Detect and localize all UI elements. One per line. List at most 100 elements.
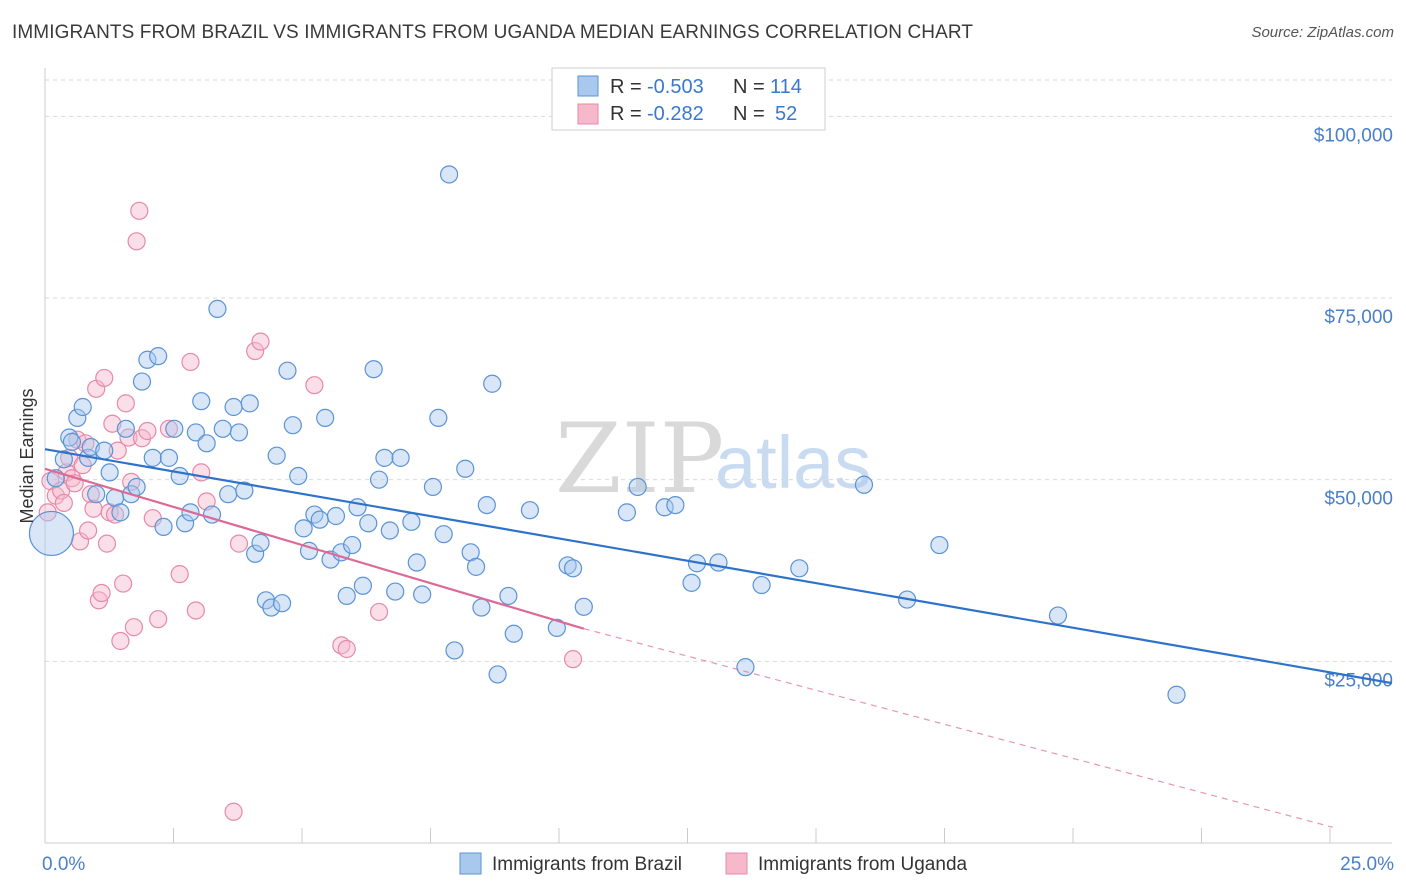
uganda-point <box>246 341 265 361</box>
uganda-trend-extension <box>583 628 1333 828</box>
correlation-legend: R = -0.503 N = 114 R = -0.282 N = 52 <box>551 67 826 131</box>
brazil-point <box>429 408 448 427</box>
brazil-point <box>380 521 399 540</box>
legend-r-label-brazil: R = <box>610 76 642 98</box>
brazil-trend-line <box>44 448 1393 685</box>
brazil-point <box>353 576 372 595</box>
brazil-point <box>413 585 432 604</box>
legend-n-label-brazil: N = <box>733 76 765 98</box>
uganda-point <box>111 631 130 651</box>
uganda-point <box>54 493 73 513</box>
source-label: Source: ZipAtlas.com <box>1251 24 1394 41</box>
uganda-point <box>108 441 127 460</box>
brazil-point <box>28 510 75 557</box>
brazil-point <box>111 503 130 522</box>
brazil-point <box>310 510 329 529</box>
brazil-point <box>73 397 92 417</box>
uganda-point <box>130 201 149 220</box>
brazil-point <box>127 477 146 497</box>
brazil-point <box>682 573 701 592</box>
brazil-point <box>472 598 491 617</box>
brazil-point <box>386 582 405 601</box>
brazil-point <box>240 394 259 413</box>
brazil-point <box>95 441 114 460</box>
brazil-point <box>213 419 232 438</box>
watermark-zip: ZIP <box>555 403 724 515</box>
series-legend: Immigrants from Brazil Immigrants from U… <box>459 852 968 875</box>
y-axis-label: Median Earnings <box>17 388 37 523</box>
brazil-point <box>369 470 389 489</box>
brazil-point <box>159 448 179 467</box>
brazil-point <box>289 466 308 486</box>
brazil-point <box>62 432 82 451</box>
y-tick-label: $50,000 <box>1324 489 1393 510</box>
brazil-point <box>440 165 459 184</box>
brazil-point <box>364 360 383 379</box>
legend-n-value-uganda: 52 <box>775 103 797 125</box>
brazil-point <box>402 512 421 531</box>
brazil-point <box>407 553 426 572</box>
brazil-point <box>316 408 335 427</box>
brazil-point <box>326 506 346 526</box>
brazil-point <box>359 514 378 533</box>
brazil-point <box>154 517 173 537</box>
bottom-legend-swatch-uganda <box>725 852 748 875</box>
brazil-point <box>283 416 302 435</box>
legend-n-label-uganda: N = <box>733 103 765 125</box>
brazil-point <box>930 535 949 555</box>
bottom-legend-uganda: Immigrants from Uganda <box>758 854 968 875</box>
brazil-point <box>1167 685 1186 704</box>
uganda-point <box>97 534 117 553</box>
brazil-point <box>466 557 486 576</box>
uganda-point <box>114 574 133 593</box>
uganda-point <box>369 602 389 622</box>
uganda-point <box>224 802 243 821</box>
brazil-point <box>499 586 518 606</box>
brazil-point <box>192 392 211 411</box>
brazil-point <box>854 475 874 494</box>
brazil-point <box>224 397 243 417</box>
brazil-point <box>736 658 755 677</box>
brazil-point <box>186 423 205 442</box>
y-tick-label: $25,000 <box>1324 670 1393 691</box>
legend-swatch-uganda <box>577 103 599 125</box>
brazil-point <box>477 496 496 515</box>
uganda-point <box>563 650 583 669</box>
uganda-point <box>337 639 356 659</box>
uganda-point <box>149 610 168 629</box>
brazil-point <box>563 559 583 578</box>
brazil-point <box>149 347 168 366</box>
chart-title: IMMIGRANTS FROM BRAZIL VS IMMIGRANTS FRO… <box>12 22 974 43</box>
x-tick-label-min: 0.0% <box>42 854 85 875</box>
brazil-point <box>143 448 162 467</box>
brazil-point <box>100 463 119 482</box>
brazil-point <box>655 498 674 517</box>
brazil-point <box>116 419 135 438</box>
brazil-point <box>709 553 728 572</box>
brazil-point <box>445 641 464 660</box>
brazil-point <box>87 485 106 504</box>
brazil-point <box>337 586 356 606</box>
brazil-point <box>305 505 324 524</box>
brazil-point <box>81 437 100 457</box>
brazil-point <box>790 559 809 578</box>
uganda-point <box>170 565 189 584</box>
brazil-point <box>132 372 152 391</box>
uganda-point <box>122 472 141 491</box>
brazil-point <box>558 556 577 575</box>
brazil-point <box>391 448 410 467</box>
brazil-point <box>488 665 507 684</box>
brazil-point <box>375 448 394 467</box>
uganda-point <box>127 232 146 251</box>
uganda-point <box>103 414 122 433</box>
brazil-point <box>752 575 771 595</box>
brazil-point <box>666 496 685 515</box>
brazil-point <box>294 519 313 538</box>
brazil-point <box>246 544 265 563</box>
brazil-point <box>547 618 566 638</box>
uganda-point <box>159 419 179 438</box>
uganda-point <box>81 485 100 504</box>
brazil-point <box>54 450 73 469</box>
uganda-point <box>95 368 114 388</box>
